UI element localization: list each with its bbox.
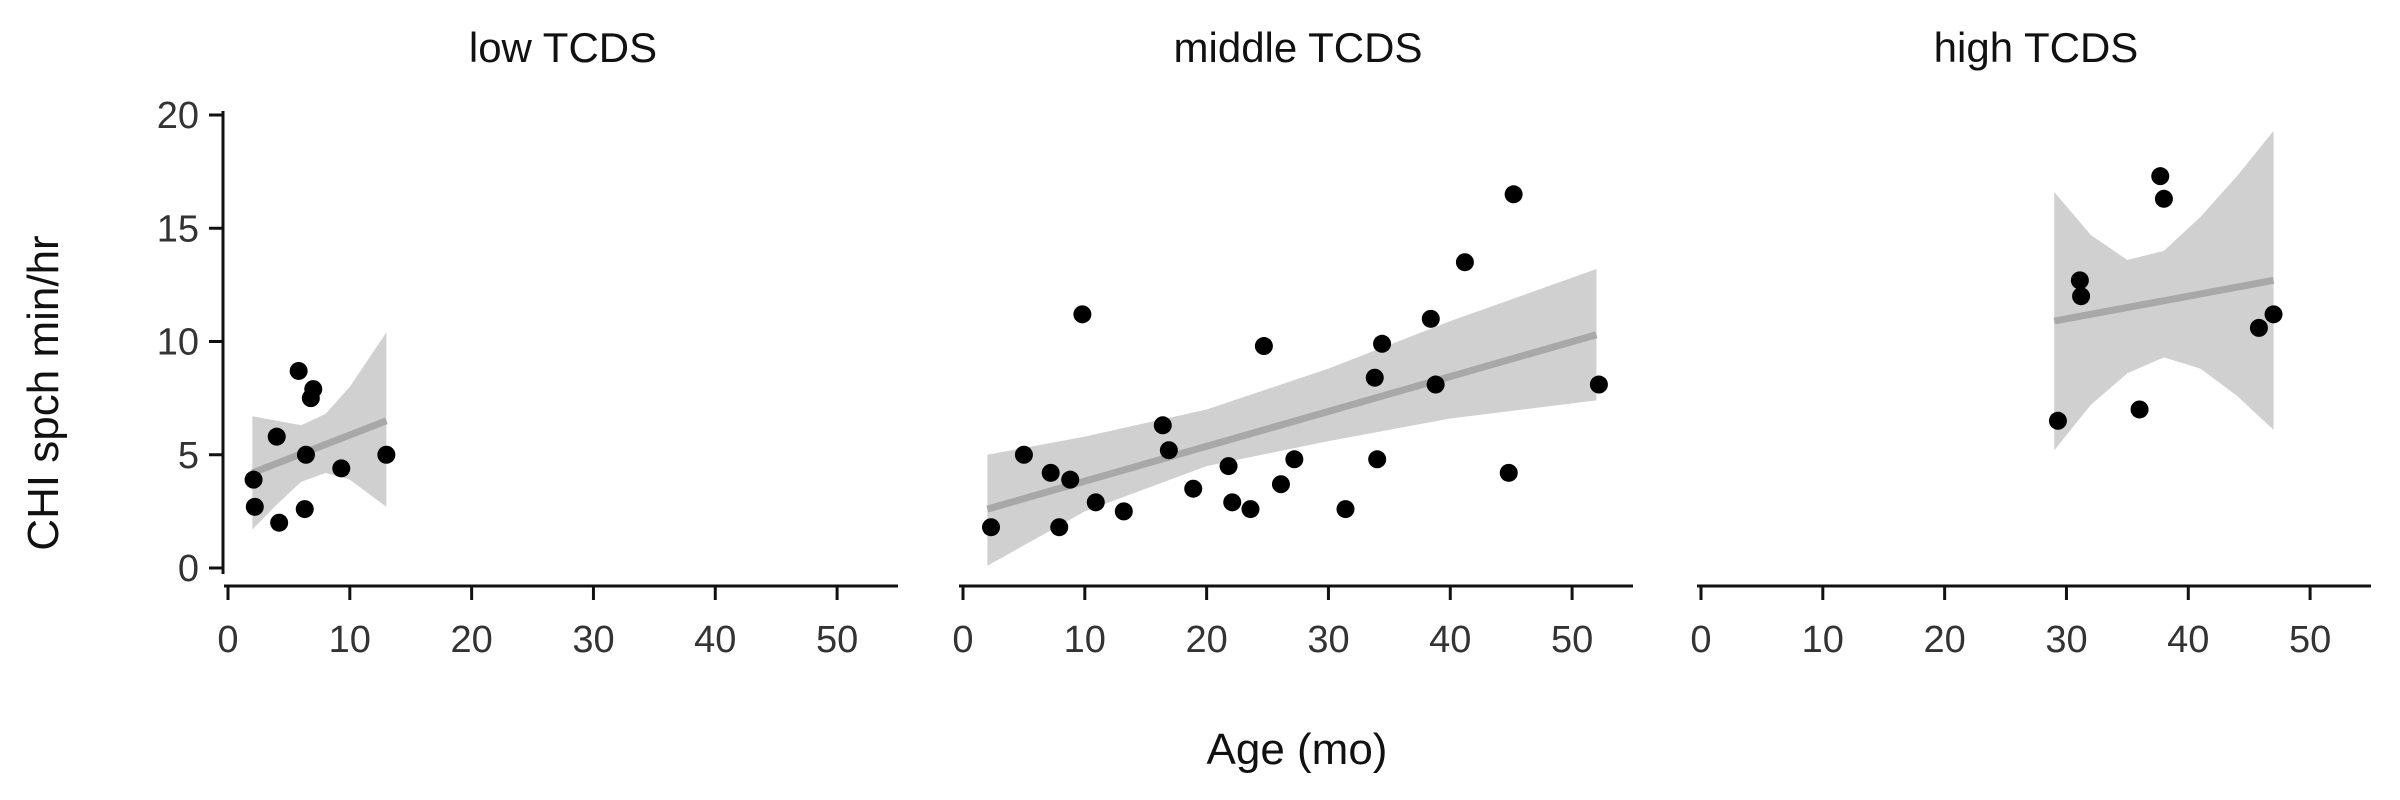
y-tick-label: 5: [178, 435, 199, 477]
regression-line: [2053, 276, 2275, 325]
x-tick-label: 20: [450, 619, 492, 661]
confidence-band: [252, 332, 387, 530]
data-point: [1285, 450, 1304, 469]
x-tick-label: 0: [217, 619, 238, 661]
data-point: [267, 427, 286, 446]
data-point: [1365, 368, 1384, 387]
data-point: [1014, 445, 1033, 464]
x-tick-label: 0: [952, 619, 973, 661]
x-tick-label: 10: [329, 619, 371, 661]
data-point: [1499, 463, 1518, 482]
data-point: [377, 445, 396, 464]
data-point: [295, 500, 314, 519]
x-tick-label: 10: [1802, 619, 1844, 661]
panel-title: low TCDS: [469, 24, 657, 71]
data-point: [2070, 271, 2089, 290]
data-point: [245, 497, 264, 516]
data-point: [1336, 500, 1355, 519]
x-tick-label: 20: [1185, 619, 1227, 661]
x-tick-label: 30: [1307, 619, 1349, 661]
data-point: [982, 518, 1001, 537]
data-point: [1254, 337, 1273, 356]
data-point: [270, 513, 289, 532]
data-point: [1086, 493, 1105, 512]
panel-1: low TCDS 0 10 20 30 40 50: [217, 24, 898, 661]
data-point: [332, 459, 351, 478]
regression-line: [251, 417, 388, 477]
x-tick-label: 30: [572, 619, 614, 661]
data-point: [1504, 185, 1523, 204]
data-point: [1589, 375, 1608, 394]
data-point: [1368, 450, 1387, 469]
y-tick-label: 10: [157, 322, 199, 364]
y-tick-label: 15: [157, 208, 199, 250]
data-point: [1455, 253, 1474, 272]
confidence-band: [2054, 130, 2274, 451]
data-point: [2249, 318, 2268, 337]
data-point: [1426, 375, 1445, 394]
y-tick-label: 0: [178, 548, 199, 590]
data-point: [1153, 416, 1172, 435]
data-point: [1073, 305, 1092, 324]
y-axis-label: CHI spch min/hr: [19, 235, 68, 550]
data-point: [1223, 493, 1242, 512]
data-point: [2154, 189, 2173, 208]
data-point: [304, 380, 323, 399]
data-point: [1159, 441, 1178, 460]
x-tick-label: 50: [2289, 619, 2331, 661]
data-point: [2072, 287, 2091, 306]
x-tick-label: 20: [1923, 619, 1965, 661]
data-point: [1041, 463, 1060, 482]
data-point: [1271, 475, 1290, 494]
x-tick-label: 50: [1551, 619, 1593, 661]
x-axis-label: Age (mo): [1207, 725, 1388, 774]
confidence-band: [987, 269, 1597, 566]
data-point: [1421, 309, 1440, 328]
data-point: [1373, 334, 1392, 353]
chart-panels: 0 5 10 15 20 low TCDS 0 10 20 30 40 50 middle TCDS 0 1…: [157, 24, 2371, 661]
x-tick-label: 40: [1429, 619, 1471, 661]
panel-3: high TCDS 0 10 20 30 40 50: [1690, 24, 2371, 661]
panel-2: middle TCDS 0 10 20 30 40 50: [952, 24, 1633, 661]
data-point: [2048, 411, 2067, 430]
x-tick-label: 40: [694, 619, 736, 661]
data-point: [289, 361, 308, 380]
data-point: [1114, 502, 1133, 521]
x-tick-label: 40: [2167, 619, 2209, 661]
data-point: [2130, 400, 2149, 419]
data-point: [1050, 518, 1069, 537]
data-point: [1184, 479, 1203, 498]
regression-line: [986, 331, 1598, 513]
data-point: [1219, 457, 1238, 476]
panel-title: high TCDS: [1934, 24, 2139, 71]
x-tick-label: 50: [816, 619, 858, 661]
data-point: [2264, 305, 2283, 324]
x-tick-label: 0: [1690, 619, 1711, 661]
x-tick-label: 30: [2045, 619, 2087, 661]
data-point: [1061, 470, 1080, 489]
panel-title: middle TCDS: [1174, 24, 1423, 71]
data-point: [296, 445, 315, 464]
data-point: [244, 470, 263, 489]
y-axis: 0 5 10 15 20: [157, 95, 225, 590]
data-point: [2151, 167, 2170, 186]
x-tick-label: 10: [1064, 619, 1106, 661]
data-point: [1241, 500, 1260, 519]
y-tick-label: 20: [157, 95, 199, 137]
